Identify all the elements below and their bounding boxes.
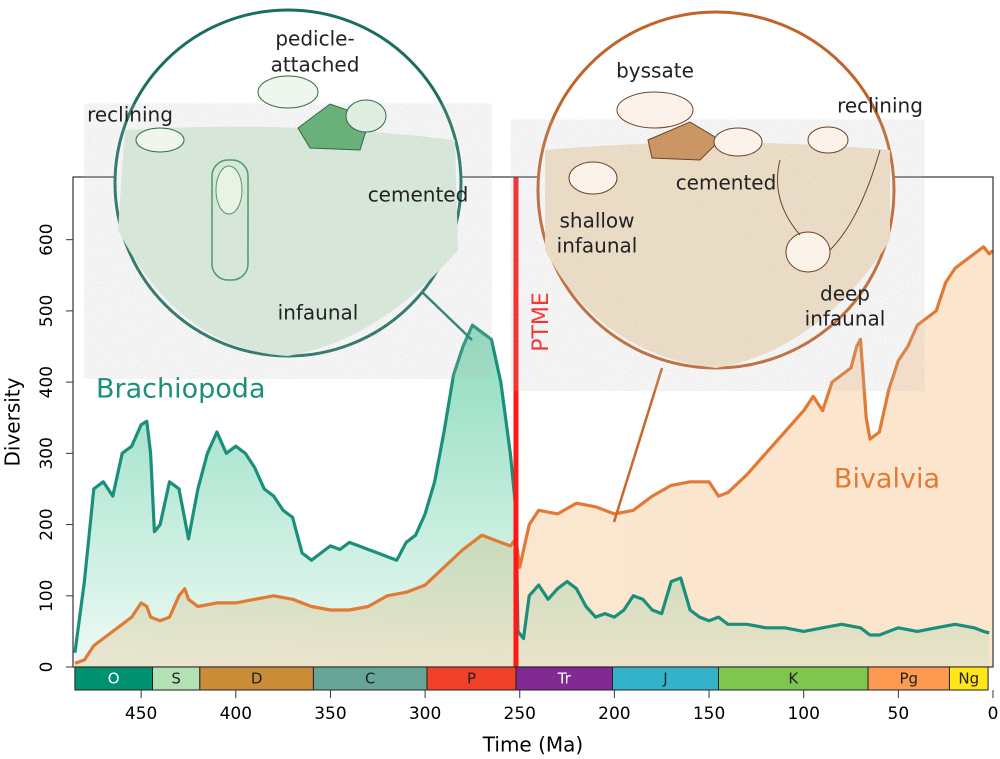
inset-label: infaunal [805, 307, 886, 331]
y-axis-label: Diversity [1, 377, 25, 466]
period-label: J [662, 670, 667, 688]
period-label: C [365, 670, 375, 688]
inset-label: cemented [676, 171, 777, 195]
y-tick-label: 500 [37, 295, 57, 327]
x-tick-label: 300 [409, 704, 441, 724]
y-tick-label: 200 [37, 508, 57, 540]
sediment-texture [118, 126, 458, 357]
inset-label: reclining [837, 94, 923, 118]
plot-area: 0100200300400500600DiversityPTMEBrachiop… [1, 176, 999, 757]
inset-label: cemented [368, 183, 469, 207]
inset-label: reclining [87, 103, 173, 127]
period-label: Ng [958, 670, 979, 688]
x-tick-label: 0 [988, 704, 999, 724]
inset-label: pedicle- [275, 27, 354, 51]
y-tick-label: 100 [37, 580, 57, 612]
shell [257, 75, 319, 109]
inset-label: infaunal [278, 301, 359, 325]
rock [647, 121, 721, 161]
y-tick-label: 400 [37, 366, 57, 398]
x-axis-label: Time (Ma) [482, 733, 583, 757]
x-tick-label: 400 [220, 704, 252, 724]
period-label: D [251, 670, 263, 688]
inset-label: attached [271, 53, 360, 77]
shell [616, 91, 694, 129]
inset-label: shallow [559, 209, 634, 233]
area [74, 246, 993, 668]
x-tick-label: 450 [125, 704, 157, 724]
ptme-label: PTME [529, 292, 554, 352]
siphon [777, 149, 881, 251]
inset-label: infaunal [557, 234, 638, 258]
period-label: Pg [899, 670, 918, 688]
series-label: Brachiopoda [96, 374, 266, 405]
shell [215, 165, 243, 215]
period-label: O [108, 670, 120, 688]
shell [713, 127, 763, 157]
inset-label: deep [820, 282, 870, 306]
y-tick-label: 600 [37, 223, 57, 255]
period-label: P [467, 670, 476, 688]
x-tick-label: 350 [314, 704, 346, 724]
infaunal-icon [211, 159, 249, 281]
series-label: Bivalvia [834, 464, 940, 495]
x-tick-label: 150 [693, 704, 725, 724]
x-tick-label: 200 [598, 704, 630, 724]
x-tick-label: 100 [787, 704, 819, 724]
period [948, 666, 989, 691]
sediment-texture [545, 142, 890, 368]
shell [568, 161, 618, 195]
pointer [612, 367, 664, 523]
y-tick-label: 0 [37, 662, 57, 673]
shell [785, 231, 831, 273]
x-tick-label: 50 [888, 704, 910, 724]
shell [135, 127, 185, 153]
insets: pedicle-attached reclining cemented infauna… [87, 8, 923, 523]
line [74, 245, 995, 665]
period-label: Tr [557, 670, 572, 688]
y-tick-label: 300 [37, 437, 57, 469]
period-label: K [788, 670, 799, 688]
pointer [419, 289, 473, 341]
area [74, 325, 990, 667]
period-label: S [171, 670, 181, 688]
line [73, 323, 990, 654]
inset-label: byssate [616, 59, 694, 83]
shell [807, 126, 849, 154]
x-tick-label: 250 [504, 704, 536, 724]
shell [345, 99, 387, 133]
